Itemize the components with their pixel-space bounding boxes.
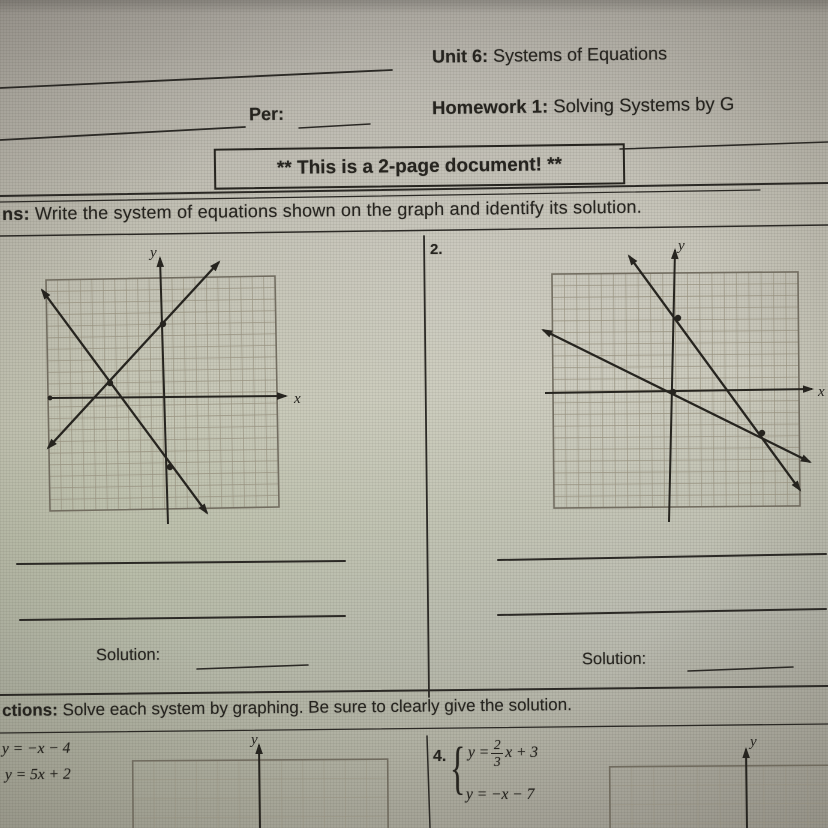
svg-text:y: y (148, 246, 157, 261)
svg-text:y: y (748, 735, 757, 750)
solution-label-left: Solution: (95, 645, 161, 665)
problem-2-graph: xy (541, 240, 825, 523)
answer-blank-right-1 (497, 553, 827, 561)
system-brace: { (450, 735, 466, 800)
unit-title: Unit 6: Systems of Equations (431, 43, 668, 67)
section-rule-top (0, 182, 828, 197)
problem-1-graph: xy (40, 246, 301, 525)
problem-4-blank-graph: y (608, 735, 828, 828)
header-rule (619, 141, 828, 150)
svg-text:y: y (249, 735, 258, 748)
solution-blank-right (687, 666, 794, 672)
answer-blank-left-1 (16, 560, 346, 565)
homework-title: Homework 1: Solving Systems by G (431, 92, 735, 119)
name-blank-line (0, 69, 393, 89)
problem-4-equation-2: y = −x − 7 (466, 786, 535, 803)
per-label: Per: (248, 103, 285, 125)
svg-text:y: y (676, 240, 685, 254)
answer-blank-right-2 (497, 608, 827, 616)
svg-text:x: x (817, 384, 825, 400)
directions-underline (0, 224, 828, 237)
solution-blank-left (196, 664, 309, 670)
column-divider-2 (426, 735, 431, 828)
problem-3-equation-1: y = −x − 4 (1, 739, 71, 758)
problem-2-label: 2. (430, 241, 443, 258)
section2-rule (0, 685, 828, 696)
solution-label-right: Solution: (581, 649, 647, 669)
name-blank-line-2 (0, 126, 246, 141)
directions2-underline (0, 723, 828, 734)
per-blank-line (298, 123, 371, 129)
two-page-notice-box: ** This is a 2-page document! ** (213, 143, 626, 190)
section-rule-top-2 (0, 189, 761, 203)
problem-4-label: 4. (433, 748, 447, 765)
column-divider (423, 235, 430, 698)
answer-blank-left-2 (19, 615, 346, 621)
problem-3-equation-2: y = 5x + 2 (4, 765, 71, 784)
svg-text:x: x (293, 391, 301, 407)
problem-3-blank-graph: y (131, 735, 390, 828)
